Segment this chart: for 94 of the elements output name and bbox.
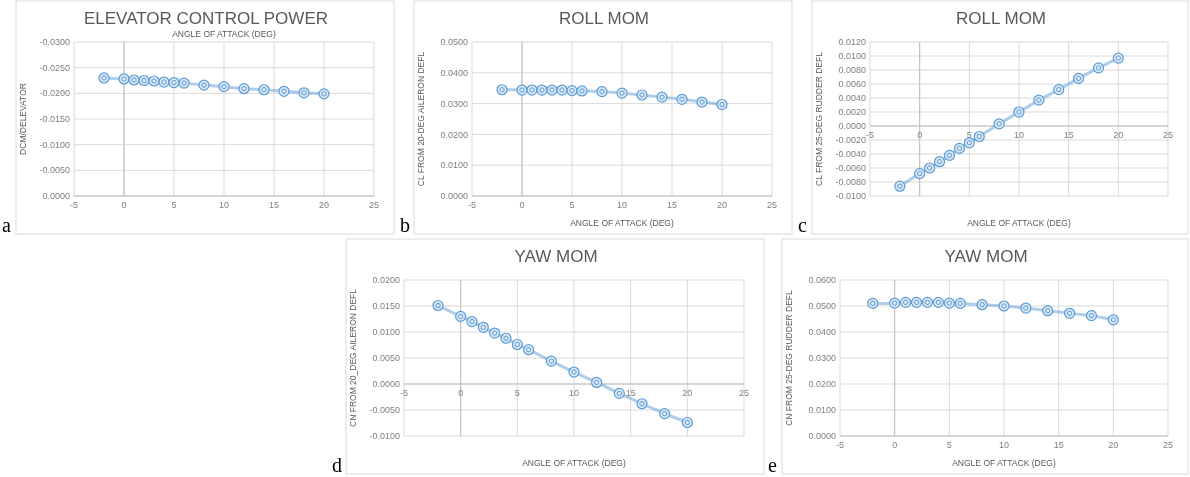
y-tick-label: 0.0080 [838,65,866,76]
x-axis-title: ANGLE OF ATTACK (DEG) [570,218,674,228]
x-tick-label: 5 [569,200,575,210]
y-tick-label: 0.0100 [838,51,866,62]
x-tick-label: 0 [121,200,127,210]
x-axis-title: ANGLE OF ATTACK (DEG) [952,458,1056,468]
x-tick-label: 20 [682,388,693,398]
x-tick-label: 10 [1013,130,1025,140]
y-tick-label: 0.0020 [838,107,866,118]
y-tick-label: -0.0100 [835,191,866,202]
x-tick-label: 0 [892,440,898,450]
x-tick-label: -5 [399,388,409,398]
y-tick-label: -0.0200 [39,88,70,99]
y-tick-label: 0.0100 [372,327,400,338]
y-tick-label: -0.0020 [835,135,866,146]
y-axis-title: CN FROM 20_DEG AILERON DEFL [348,288,358,427]
x-tick-label: -5 [835,440,845,450]
x-tick-label: 10 [218,200,230,210]
y-tick-label: 0.0200 [808,379,836,390]
y-tick-label: 0.0500 [440,37,468,48]
y-tick-label: -0.0100 [39,139,70,150]
y-tick-label: 0.0000 [440,191,468,202]
y-tick-label: 0.0040 [838,93,866,104]
text: d [332,454,342,476]
y-tick-label: 0.0120 [838,37,866,48]
y-tick-label: 0.0400 [440,67,468,78]
y-tick-label: 0.0400 [808,327,836,338]
y-tick-label: -0.0050 [39,165,70,176]
chart-title: ROLL MOM [558,9,650,28]
y-tick-label: 0.0000 [42,191,70,202]
x-tick-label: 25 [766,200,778,210]
y-axis-title: CN FROM 25-DEG RUDDER DEFL [784,289,794,426]
text: c [798,214,807,236]
x-tick-label: 25 [738,388,750,398]
x-tick-label: -5 [865,130,875,140]
x-tick-label: 5 [514,388,520,398]
y-axis-title: DCM/DELEVATOR [18,83,28,155]
y-axis-title: CL FROM 20-DEG AILERON DEFL [416,51,426,187]
text: b [400,214,410,236]
y-tick-label: -0.0060 [835,163,866,174]
y-tick-label: 0.0300 [808,353,836,364]
text: a [2,214,11,236]
chart-title: ROLL MOM [955,9,1047,28]
y-tick-label: -0.0100 [369,431,400,442]
x-tick-label: 15 [268,200,280,210]
x-tick-label: 5 [946,440,952,450]
y-tick-label: -0.0050 [369,405,400,416]
x-tick-label: 20 [716,200,728,210]
y-axis-title: CL FROM 25-DEG RUDDER DEFL [814,51,824,186]
x-tick-label: -5 [69,200,79,210]
x-tick-label: 15 [666,200,678,210]
chart-title: YAW MOM [514,247,598,266]
x-axis-title: ANGLE OF ATTACK (DEG) [172,29,276,39]
y-tick-label: 0.0050 [372,353,400,364]
y-tick-label: 0.0600 [808,275,836,286]
x-tick-label: 20 [318,200,330,210]
y-tick-label: 0.0000 [838,121,866,132]
x-tick-label: 10 [998,440,1010,450]
y-tick-label: 0.0200 [440,129,468,140]
x-tick-label: 25 [368,200,380,210]
chart-title: ELEVATOR CONTROL POWER [83,9,329,28]
x-tick-label: 10 [568,388,580,398]
y-tick-label: 0.0150 [372,301,400,312]
x-axis-title: ANGLE OF ATTACK (DEG) [522,458,626,468]
y-tick-label: -0.0300 [39,37,70,48]
y-tick-label: 0.0300 [440,98,468,109]
x-tick-label: -5 [467,200,477,210]
x-tick-label: 25 [1162,440,1174,450]
y-tick-label: -0.0250 [39,62,70,73]
y-tick-label: 0.0200 [372,275,400,286]
y-tick-label: -0.0040 [835,149,866,160]
y-tick-label: 0.0500 [808,301,836,312]
x-tick-label: 15 [625,388,636,398]
x-axis-title: ANGLE OF ATTACK (DEG) [967,218,1071,228]
y-tick-label: 0.0100 [808,405,836,416]
x-tick-label: 15 [1063,130,1074,140]
x-tick-label: 20 [1113,130,1124,140]
y-tick-label: 0.0000 [808,431,836,442]
x-tick-label: 25 [1162,130,1174,140]
y-tick-label: 0.0060 [838,79,866,90]
y-tick-label: 0.0100 [440,160,468,171]
x-tick-label: 10 [616,200,628,210]
x-tick-label: 0 [917,130,923,140]
y-tick-label: -0.0150 [39,114,70,125]
chart-title: YAW MOM [944,247,1028,266]
text: e [768,454,777,476]
y-tick-label: -0.0080 [835,177,866,188]
x-tick-label: 5 [966,130,972,140]
y-tick-label: 0.0000 [372,379,400,390]
x-tick-label: 20 [1108,440,1119,450]
x-tick-label: 0 [458,388,464,398]
x-tick-label: 0 [519,200,525,210]
x-tick-label: 5 [171,200,177,210]
x-tick-label: 15 [1053,440,1064,450]
